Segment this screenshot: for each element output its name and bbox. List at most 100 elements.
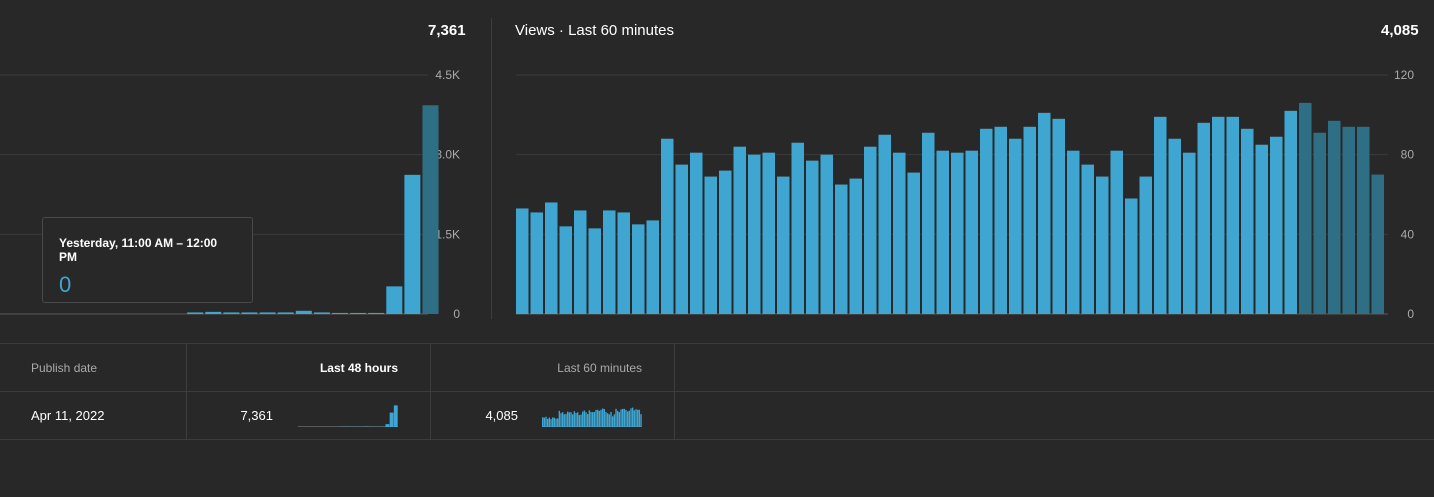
chart-bar[interactable]: [368, 312, 385, 314]
chart-bar[interactable]: [617, 212, 631, 314]
chart-bar[interactable]: [907, 172, 921, 314]
chart-bar[interactable]: [295, 310, 312, 314]
chart-bar[interactable]: [1328, 120, 1341, 314]
sparkline-bar: [563, 414, 566, 427]
chart-bar[interactable]: [1357, 126, 1370, 315]
chart-bar[interactable]: [748, 154, 761, 314]
sparkline-bar: [625, 409, 627, 427]
chart-bar[interactable]: [205, 311, 222, 314]
chart-bar[interactable]: [603, 210, 616, 314]
chart-bar[interactable]: [690, 152, 703, 314]
chart-bar[interactable]: [1110, 150, 1124, 314]
chart-bar[interactable]: [632, 224, 645, 314]
chart-bar[interactable]: [1270, 136, 1283, 314]
chart-bar[interactable]: [588, 228, 602, 314]
chart-bar[interactable]: [936, 150, 950, 314]
header-publish-date[interactable]: Publish date: [31, 361, 98, 375]
chart-last-60-minutes: 0 40 80 120: [516, 68, 1415, 321]
y-tick-label: 3.0K: [435, 148, 460, 162]
chart-bar[interactable]: [422, 105, 439, 314]
chart-bar[interactable]: [762, 152, 776, 314]
chart-bar[interactable]: [1342, 126, 1356, 315]
chart-bar[interactable]: [806, 160, 819, 314]
chart-bar[interactable]: [404, 174, 421, 314]
chart-bar[interactable]: [1197, 122, 1211, 314]
chart-bar[interactable]: [1241, 128, 1254, 314]
chart-bar[interactable]: [1023, 126, 1037, 315]
chart-bar[interactable]: [1226, 116, 1240, 314]
chart-bar[interactable]: [332, 312, 348, 314]
header-last-60-minutes[interactable]: Last 60 minutes: [557, 361, 642, 375]
y-tick-label: 1.5K: [435, 227, 460, 241]
chart-bar[interactable]: [530, 212, 544, 314]
chart-bar[interactable]: [1067, 150, 1080, 314]
chart-bar[interactable]: [1313, 132, 1327, 314]
sparkline-bar: [393, 405, 398, 427]
chart-bar[interactable]: [733, 146, 747, 314]
chart-bar[interactable]: [965, 150, 979, 314]
chart-bar[interactable]: [574, 210, 587, 314]
sparkline-bar: [582, 411, 584, 427]
chart-bar[interactable]: [1284, 110, 1298, 314]
chart-tooltip: Yesterday, 11:00 AM – 12:00 PM 0: [42, 217, 253, 303]
sparkline-bar: [608, 414, 611, 427]
chart-bar[interactable]: [820, 154, 834, 314]
chart-bar[interactable]: [1038, 112, 1051, 314]
chart-bar[interactable]: [777, 176, 790, 314]
chart-bar[interactable]: [835, 184, 848, 314]
sparkline-bar: [580, 414, 582, 427]
chart-bar[interactable]: [1371, 174, 1385, 314]
chart-bar[interactable]: [791, 142, 805, 314]
chart-bar[interactable]: [893, 152, 906, 314]
chart-bar[interactable]: [1168, 138, 1182, 314]
sparkline-bar: [587, 413, 589, 427]
chart-bar[interactable]: [241, 312, 258, 314]
chart-bar[interactable]: [1255, 144, 1269, 314]
chart-bar[interactable]: [1183, 152, 1196, 314]
chart-bar[interactable]: [545, 202, 558, 314]
last48-value-cell: 7,361: [240, 408, 273, 423]
sparkline-bar: [613, 414, 616, 427]
chart-bar[interactable]: [223, 312, 240, 314]
chart-bar[interactable]: [1154, 116, 1167, 314]
chart-bar[interactable]: [277, 312, 294, 314]
chart-bar[interactable]: [878, 134, 892, 314]
sparkline-bar: [562, 412, 564, 427]
sparkline-bar: [550, 419, 552, 427]
chart-bar[interactable]: [951, 152, 964, 314]
chart-bar[interactable]: [646, 220, 660, 314]
chart-bar[interactable]: [864, 146, 877, 314]
chart-bar[interactable]: [1081, 164, 1095, 314]
sparkline-bar: [602, 408, 604, 427]
chart-bar[interactable]: [259, 312, 276, 314]
sparkline-bar: [605, 411, 607, 427]
chart-bar[interactable]: [994, 126, 1008, 315]
chart-bar[interactable]: [559, 226, 573, 314]
chart-bar[interactable]: [386, 286, 403, 314]
chart-bar[interactable]: [187, 312, 204, 314]
sparkline-bar: [583, 410, 586, 427]
chart-bar[interactable]: [350, 312, 367, 314]
sparkline-bar: [603, 409, 606, 427]
chart-bar[interactable]: [1299, 102, 1312, 314]
chart-bar[interactable]: [313, 312, 330, 314]
chart-bar[interactable]: [922, 132, 935, 314]
chart-bar[interactable]: [1052, 118, 1066, 314]
chart-bar[interactable]: [849, 178, 863, 314]
chart-bar[interactable]: [675, 164, 689, 314]
sparkline-bar: [567, 411, 569, 427]
chart-bar[interactable]: [1212, 116, 1225, 314]
y-tick-label: 40: [1401, 227, 1415, 241]
chart-bar[interactable]: [704, 176, 718, 314]
sparkline-bar: [630, 408, 632, 427]
chart-bar[interactable]: [980, 128, 993, 314]
sparkline-bar: [597, 409, 599, 427]
chart-bar[interactable]: [1009, 138, 1022, 314]
chart-bar[interactable]: [1125, 198, 1138, 314]
chart-bar[interactable]: [661, 138, 674, 314]
chart-bar[interactable]: [1096, 176, 1109, 314]
chart-bar[interactable]: [1139, 176, 1153, 314]
chart-bar[interactable]: [719, 170, 732, 314]
header-last-48-hours[interactable]: Last 48 hours: [319, 361, 398, 375]
chart-bar[interactable]: [516, 208, 529, 314]
